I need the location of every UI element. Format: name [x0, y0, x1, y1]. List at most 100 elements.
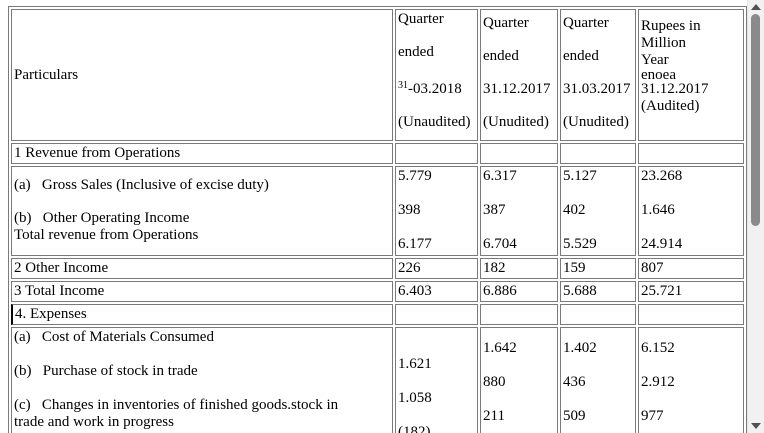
materials-value: 1.402: [563, 340, 597, 356]
total-income-value: 25.721: [638, 281, 744, 302]
table-row: (a) Gross Sales (Inclusive of excise dut…: [11, 166, 744, 256]
revenue-values-col1: 5.779 398 6.177: [395, 166, 478, 256]
particulars-header-label: Particulars: [14, 66, 79, 83]
total-income-label: 3 Total Income: [11, 281, 393, 302]
total-revenue-value: 6.704: [483, 236, 517, 252]
other-operating-label: (b) Other Operating Income: [14, 210, 190, 226]
col3-line2: ended: [563, 48, 599, 64]
particulars-header: Particulars: [11, 9, 393, 141]
gross-sales-value: 23.268: [641, 168, 683, 184]
col1-line3: 31-03.2018: [398, 77, 475, 98]
revenue-items: (a) Gross Sales (Inclusive of excise dut…: [11, 166, 393, 256]
col4-line1: Rupees in: [641, 18, 701, 34]
gross-sales-value: 5.779: [398, 168, 432, 184]
expense-values-col2: 1.642 880 211: [480, 327, 558, 433]
table-row: (a) Cost of Materials Consumed (b) Purch…: [11, 327, 744, 433]
empty-cell: [638, 143, 744, 164]
col4-line6: (Audited): [641, 98, 700, 114]
col1-line3-text: -03.2018: [408, 81, 462, 97]
col2-line3: 31.12.2017: [483, 81, 551, 97]
revenue-heading: 1 Revenue from Operations: [11, 143, 393, 164]
empty-cell: [395, 304, 478, 325]
stock-purchase-label: (b) Purchase of stock in trade: [14, 363, 198, 379]
materials-label: (a) Cost of Materials Consumed: [14, 329, 214, 345]
col-q-mar2018-header: Quarter ended 31-03.2018 (Unaudited): [395, 9, 478, 141]
empty-cell: [560, 304, 636, 325]
col4-line4: enoea: [641, 67, 676, 83]
empty-cell: [395, 143, 478, 164]
col2-line2: ended: [483, 48, 519, 64]
col2-line4: (Unudited): [483, 114, 549, 130]
col4-line3: Year: [641, 52, 669, 68]
header-row: Particulars Quarter ended 31-03.2018 (Un…: [11, 9, 744, 141]
col1-line3-sup: 31: [398, 80, 408, 91]
col-q-mar2017-header: Quarter ended 31.03.2017 (Unudited): [560, 9, 636, 141]
other-income-value: 182: [480, 258, 558, 279]
other-income-label: 2 Other Income: [11, 258, 393, 279]
materials-value: 1.642: [483, 340, 517, 356]
expense-values-col3: 1.402 436 509: [560, 327, 636, 433]
col1-line1: Quarter: [398, 11, 444, 27]
stock-purchase-value: 436: [563, 374, 586, 390]
other-operating-value: 387: [483, 202, 506, 218]
total-income-value: 6.886: [480, 281, 558, 302]
other-operating-value: 1.646: [641, 202, 675, 218]
total-income-value: 6.403: [395, 281, 478, 302]
col3-line3: 31.03.2017: [563, 81, 631, 97]
document-viewport: Particulars Quarter ended 31-03.2018 (Un…: [8, 6, 747, 433]
revenue-values-col2: 6.317 387 6.704: [480, 166, 558, 256]
stock-purchase-value: 1.058: [398, 390, 432, 406]
table-row: 4. Expenses: [11, 304, 744, 325]
inventories-value: 977: [641, 408, 664, 424]
revenue-values-col3: 5.127 402 5.529: [560, 166, 636, 256]
inventories-label-line2: trade and work in progress: [14, 414, 174, 430]
empty-cell: [638, 304, 744, 325]
total-revenue-label: Total revenue from Operations: [14, 227, 199, 243]
table-row: 1 Revenue from Operations: [11, 143, 744, 164]
scrollbar-thumb[interactable]: [751, 14, 760, 226]
total-income-value: 5.688: [560, 281, 636, 302]
stock-purchase-value: 880: [483, 374, 506, 390]
other-income-value: 807: [638, 258, 744, 279]
expense-items: (a) Cost of Materials Consumed (b) Purch…: [11, 327, 393, 433]
empty-cell: [560, 143, 636, 164]
inventories-label-line1: (c) Changes in inventories of finished g…: [14, 397, 339, 413]
col4-line5: 31.12.2017: [641, 81, 709, 97]
gross-sales-value: 5.127: [563, 168, 597, 184]
total-revenue-value: 6.177: [398, 236, 432, 252]
col1-line2: ended: [398, 44, 434, 60]
materials-value: 6.152: [641, 340, 675, 356]
other-operating-value: 398: [398, 202, 421, 218]
expense-values-col1: 1.621 1.058 (182): [395, 327, 478, 433]
gross-sales-label: (a) Gross Sales (Inclusive of excise dut…: [14, 177, 269, 193]
inventories-value: (182): [398, 424, 431, 433]
table-row: 3 Total Income 6.403 6.886 5.688 25.721: [11, 281, 744, 302]
other-income-value: 226: [395, 258, 478, 279]
total-revenue-value: 5.529: [563, 236, 597, 252]
expenses-heading-label: 4. Expenses: [15, 306, 87, 322]
financial-results-table: Particulars Quarter ended 31-03.2018 (Un…: [8, 6, 747, 433]
col3-line1: Quarter: [563, 15, 609, 31]
total-revenue-value: 24.914: [641, 236, 683, 252]
revenue-values-col4: 23.268 1.646 24.914: [638, 166, 744, 256]
expense-values-col4: 6.152 2.912 977: [638, 327, 744, 433]
expenses-heading: 4. Expenses: [11, 304, 393, 325]
materials-value: 1.621: [398, 356, 432, 372]
col1-line4: (Unaudited): [398, 114, 471, 130]
vertical-scrollbar[interactable]: [747, 0, 764, 433]
other-operating-value: 402: [563, 202, 586, 218]
stock-purchase-value: 2.912: [641, 374, 675, 390]
scroll-down-arrow-icon[interactable]: [751, 423, 761, 429]
empty-cell: [480, 304, 558, 325]
col-q-dec2017-header: Quarter ended 31.12.2017 (Unudited): [480, 9, 558, 141]
inventories-value: 211: [483, 408, 505, 424]
empty-cell: [480, 143, 558, 164]
col3-line4: (Unudited): [563, 114, 629, 130]
inventories-value: 509: [563, 408, 586, 424]
col-year-dec2017-header: Rupees in Million Year enoea 31.12.2017 …: [638, 9, 744, 141]
gross-sales-value: 6.317: [483, 168, 517, 184]
scroll-up-arrow-icon[interactable]: [751, 4, 761, 10]
col4-line2: Million: [641, 35, 687, 51]
table-row: 2 Other Income 226 182 159 807: [11, 258, 744, 279]
col2-line1: Quarter: [483, 15, 529, 31]
